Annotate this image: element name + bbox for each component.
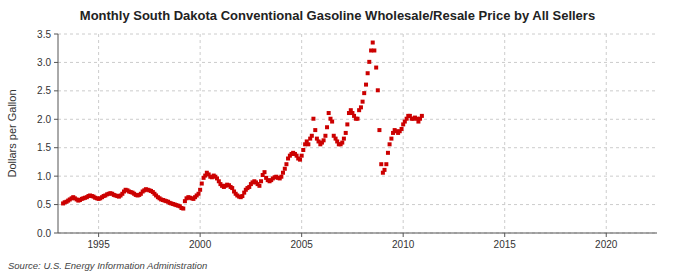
x-tick <box>200 233 201 237</box>
point <box>361 100 365 104</box>
point <box>359 105 363 109</box>
x-tick-label: 1995 <box>87 239 110 250</box>
point <box>366 71 370 75</box>
y-tick <box>54 62 58 63</box>
point <box>300 154 304 158</box>
y-tick-label: 2.0 <box>37 114 51 125</box>
y-grid-line <box>58 62 657 63</box>
y-axis-label: Dollars per Gallon <box>6 89 18 177</box>
point <box>374 66 378 70</box>
x-tick-label: 2005 <box>291 239 314 250</box>
x-axis-line <box>58 233 657 234</box>
point <box>376 88 380 92</box>
point <box>313 128 317 132</box>
y-tick-label: 2.5 <box>37 85 51 96</box>
point <box>377 128 381 132</box>
point <box>197 192 201 196</box>
x-tick <box>98 233 99 237</box>
point <box>379 162 383 166</box>
x-grid-line <box>200 34 201 233</box>
point <box>340 141 344 145</box>
y-grid-line <box>58 176 657 177</box>
points <box>61 41 424 211</box>
y-grid-line <box>58 147 657 148</box>
point <box>400 127 404 131</box>
y-grid-line <box>58 233 657 234</box>
point <box>284 162 288 166</box>
point <box>323 134 327 138</box>
y-tick <box>54 34 58 35</box>
y-tick-label: 0.0 <box>37 228 51 239</box>
y-tick <box>54 147 58 148</box>
y-tick-label: 3.5 <box>37 29 51 40</box>
x-tick <box>504 233 505 237</box>
x-tick <box>403 233 404 237</box>
y-tick-label: 0.5 <box>37 199 51 210</box>
y-tick-label: 1.0 <box>37 171 51 182</box>
point <box>384 162 388 166</box>
point <box>389 137 393 141</box>
x-tick <box>606 233 607 237</box>
point <box>298 158 302 162</box>
x-grid-line <box>504 34 505 233</box>
point <box>257 184 261 188</box>
point <box>181 207 185 211</box>
x-tick-label: 2015 <box>494 239 517 250</box>
x-grid-line <box>301 34 302 233</box>
point <box>322 138 326 142</box>
point <box>325 125 329 129</box>
y-axis-line <box>58 34 59 233</box>
x-tick-label: 2000 <box>189 239 212 250</box>
point <box>364 83 368 87</box>
y-tick <box>54 90 58 91</box>
point <box>200 182 204 186</box>
point <box>198 188 202 192</box>
y-tick <box>54 176 58 177</box>
point <box>345 122 349 126</box>
point <box>281 171 285 175</box>
point <box>362 91 366 95</box>
y-grid-line <box>58 34 657 35</box>
y-tick <box>54 119 58 120</box>
y-grid-line <box>58 204 657 205</box>
point <box>310 134 314 138</box>
point <box>311 117 315 121</box>
annotation: Source: U.S. Energy Information Administ… <box>8 260 207 271</box>
point <box>283 167 287 171</box>
point <box>279 175 283 179</box>
point <box>330 120 334 124</box>
point <box>301 148 305 152</box>
point <box>372 48 376 52</box>
chart: Monthly South Dakota Conventional Gasoli… <box>0 0 675 275</box>
x-tick-label: 2020 <box>595 239 618 250</box>
point <box>259 179 263 183</box>
point <box>371 41 375 45</box>
point <box>263 170 267 174</box>
y-grid-line <box>58 90 657 91</box>
point <box>342 137 346 141</box>
point <box>388 142 392 146</box>
x-tick-label: 2010 <box>392 239 415 250</box>
grid <box>58 34 657 233</box>
point <box>383 168 387 172</box>
y-tick <box>54 233 58 234</box>
point <box>356 117 360 121</box>
point <box>420 114 424 118</box>
point <box>344 131 348 135</box>
point <box>327 111 331 115</box>
y-tick-label: 1.5 <box>37 142 51 153</box>
x-grid-line <box>403 34 404 233</box>
point <box>230 186 234 190</box>
point <box>367 60 371 64</box>
point <box>386 151 390 155</box>
axes: 0.0 0.5 1.0 1.5 2.0 2.5 3.0 3.5 1995 2000 2005 2010… <box>37 29 657 251</box>
x-grid-line <box>606 34 607 233</box>
title: Monthly South Dakota Conventional Gasoli… <box>80 8 595 23</box>
x-tick <box>301 233 302 237</box>
y-tick-label: 3.0 <box>37 57 51 68</box>
point <box>240 194 244 198</box>
x-grid-line <box>98 34 99 233</box>
point <box>306 142 310 146</box>
y-tick <box>54 204 58 205</box>
